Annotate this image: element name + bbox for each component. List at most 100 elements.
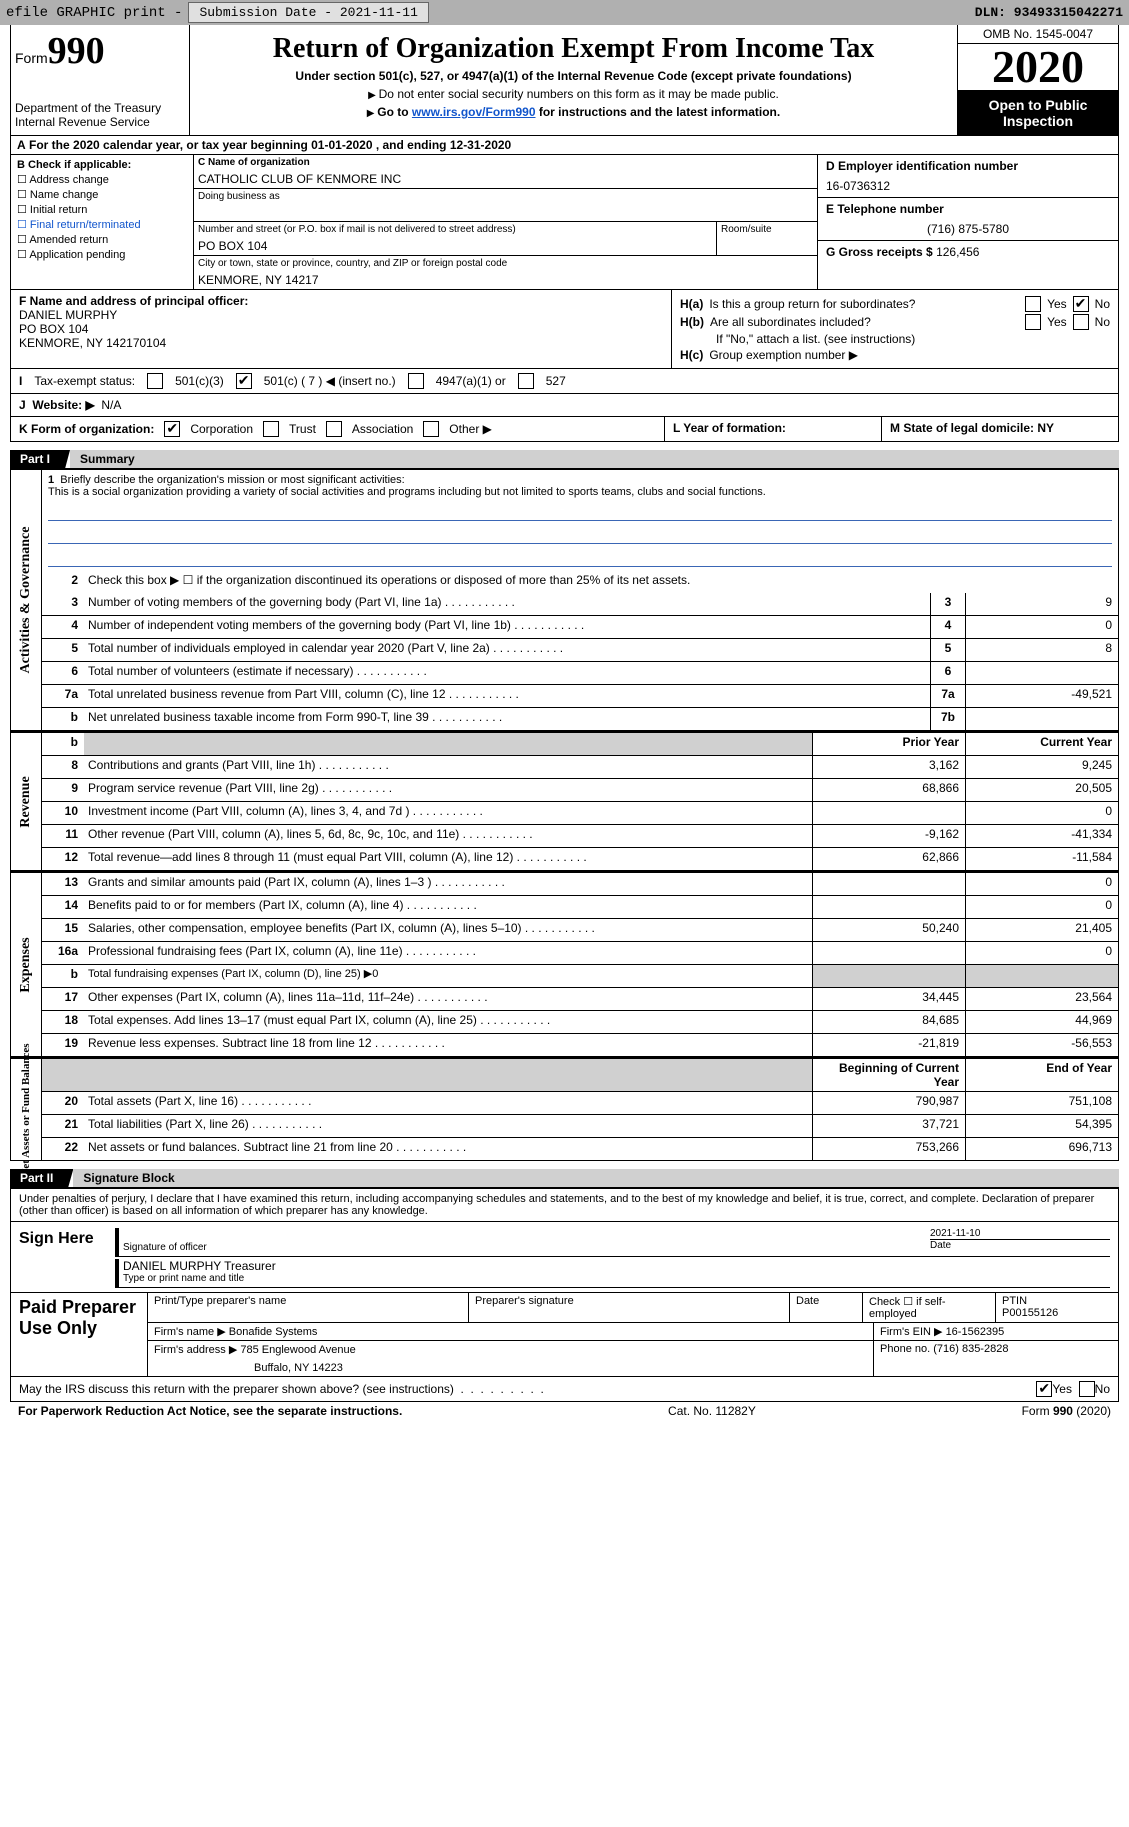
line-22-prior: 753,266 [812, 1138, 965, 1160]
line-16a-prior [812, 942, 965, 964]
line-b: b Total fundraising expenses (Part IX, c… [42, 965, 1118, 988]
cb-final-return[interactable]: ☐ Final return/terminated [17, 218, 187, 231]
line-20-prior: 790,987 [812, 1092, 965, 1114]
may-no[interactable] [1079, 1381, 1095, 1397]
line-14-prior [812, 896, 965, 918]
line-12-prior: 62,866 [812, 848, 965, 870]
cb-501c3[interactable] [147, 373, 163, 389]
line-5: 5 Total number of individuals employed i… [42, 639, 1118, 662]
cb-trust[interactable] [263, 421, 279, 437]
firm-phone-cell: Phone no. (716) 835-2828 [873, 1341, 1118, 1376]
cb-other[interactable] [423, 421, 439, 437]
line-18-current: 44,969 [965, 1011, 1118, 1033]
org-city: KENMORE, NY 14217 [194, 271, 817, 289]
officer-name: DANIEL MURPHY [19, 308, 117, 322]
line-10-prior [812, 802, 965, 824]
irs-link[interactable]: www.irs.gov/Form990 [412, 105, 536, 119]
prep-self-employed[interactable]: Check ☐ if self-employed [862, 1293, 995, 1322]
section-h: H(a) Is this a group return for subordin… [672, 290, 1118, 368]
sign-here-label: Sign Here [11, 1222, 107, 1292]
cb-527[interactable] [518, 373, 534, 389]
room-label: Room/suite [717, 222, 817, 237]
firm-addr-cell: Firm's address ▶ 785 Englewood AvenueBuf… [147, 1341, 873, 1376]
line-1-mission: 1 Briefly describe the organization's mi… [42, 470, 1118, 571]
firm-city: Buffalo, NY 14223 [154, 1362, 867, 1374]
line-13-prior [812, 873, 965, 895]
line-20: 20 Total assets (Part X, line 16) 790,98… [42, 1092, 1118, 1115]
row-b-shade: b [42, 733, 84, 755]
line-4-value: 0 [965, 616, 1118, 638]
line-8-prior: 3,162 [812, 756, 965, 778]
officer-name-title: DANIEL MURPHY Treasurer [123, 1259, 1110, 1273]
line-11-current: -41,334 [965, 825, 1118, 847]
ein-value: 16-0736312 [826, 179, 1110, 193]
line-6: 6 Total number of volunteers (estimate i… [42, 662, 1118, 685]
col-eoy: End of Year [965, 1059, 1118, 1091]
efile-label: efile GRAPHIC print - [6, 5, 182, 21]
submission-date-button[interactable]: Submission Date - 2021-11-11 [188, 2, 428, 23]
vlabel-governance: Activities & Governance [18, 527, 34, 674]
line-2-discontinued: Check this box ▶ ☐ if the organization d… [84, 571, 1118, 593]
cb-address-change[interactable]: ☐ Address change [17, 173, 187, 186]
cb-amended[interactable]: ☐ Amended return [17, 233, 187, 246]
firm-ein-cell: Firm's EIN ▶ 16-1562395 [873, 1323, 1118, 1340]
dba-label: Doing business as [194, 189, 284, 221]
section-expenses: Expenses 13 Grants and similar amounts p… [10, 871, 1119, 1057]
line-21-current: 54,395 [965, 1115, 1118, 1137]
footer: For Paperwork Reduction Act Notice, see … [10, 1402, 1119, 1420]
top-bar: efile GRAPHIC print - Submission Date - … [0, 0, 1129, 25]
ha-no[interactable] [1073, 296, 1089, 312]
cb-501c[interactable] [236, 373, 252, 389]
line-3-value: 9 [965, 593, 1118, 615]
cb-association[interactable] [326, 421, 342, 437]
gross-receipts: 126,456 [936, 245, 979, 259]
footer-cat: Cat. No. 11282Y [402, 1404, 1021, 1418]
line-3: 3 Number of voting members of the govern… [42, 593, 1118, 616]
ptin-value: P00155126 [1002, 1307, 1058, 1319]
cb-initial-return[interactable]: ☐ Initial return [17, 203, 187, 216]
line-12: 12 Total revenue—add lines 8 through 11 … [42, 848, 1118, 870]
line-b-value [965, 708, 1118, 730]
footer-form: Form 990 (2020) [1022, 1404, 1111, 1418]
hb-yes[interactable] [1025, 314, 1041, 330]
vlabel-revenue: Revenue [18, 776, 34, 827]
prep-date-label: Date [789, 1293, 862, 1322]
tax-year: 2020 [958, 44, 1118, 91]
prep-name-label: Print/Type preparer's name [147, 1293, 468, 1322]
line-21: 21 Total liabilities (Part X, line 26) 3… [42, 1115, 1118, 1138]
l-year-formation: L Year of formation: [673, 421, 786, 435]
section-revenue: Revenue bPrior YearCurrent Year 8 Contri… [10, 731, 1119, 871]
line-19-current: -56,553 [965, 1034, 1118, 1056]
line-5-value: 8 [965, 639, 1118, 661]
org-address: PO BOX 104 [194, 237, 716, 255]
sig-date: 2021-11-10 [930, 1228, 1110, 1240]
form-header: Form990 Department of the Treasury Inter… [10, 25, 1119, 136]
row-i-tax-status: ITax-exempt status: 501(c)(3) 501(c) ( 7… [10, 369, 1119, 394]
section-net-assets: Net Assets or Fund Balances Beginning of… [10, 1057, 1119, 1161]
line-9: 9 Program service revenue (Part VIII, li… [42, 779, 1118, 802]
cb-corporation[interactable] [164, 421, 180, 437]
line-6-value [965, 662, 1118, 684]
line-17-current: 23,564 [965, 988, 1118, 1010]
line-10-current: 0 [965, 802, 1118, 824]
line-11-prior: -9,162 [812, 825, 965, 847]
ha-yes[interactable] [1025, 296, 1041, 312]
officer-addr1: PO BOX 104 [19, 322, 88, 336]
cb-name-change[interactable]: ☐ Name change [17, 188, 187, 201]
cb-application-pending[interactable]: ☐ Application pending [17, 248, 187, 261]
line-7a: 7a Total unrelated business revenue from… [42, 685, 1118, 708]
line-16a: 16a Professional fundraising fees (Part … [42, 942, 1118, 965]
line-18: 18 Total expenses. Add lines 13–17 (must… [42, 1011, 1118, 1034]
m-state-domicile: M State of legal domicile: NY [890, 421, 1054, 435]
department-label: Department of the Treasury Internal Reve… [15, 101, 185, 129]
line-19: 19 Revenue less expenses. Subtract line … [42, 1034, 1118, 1056]
line-18-prior: 84,685 [812, 1011, 965, 1033]
firm-name: Bonafide Systems [229, 1326, 318, 1338]
may-yes[interactable] [1036, 1381, 1052, 1397]
hb-no[interactable] [1073, 314, 1089, 330]
cb-4947[interactable] [408, 373, 424, 389]
firm-address: 785 Englewood Avenue [240, 1344, 355, 1356]
addr-label: Number and street (or P.O. box if mail i… [194, 222, 716, 237]
line-13: 13 Grants and similar amounts paid (Part… [42, 873, 1118, 896]
firm-ein: 16-1562395 [946, 1326, 1005, 1338]
